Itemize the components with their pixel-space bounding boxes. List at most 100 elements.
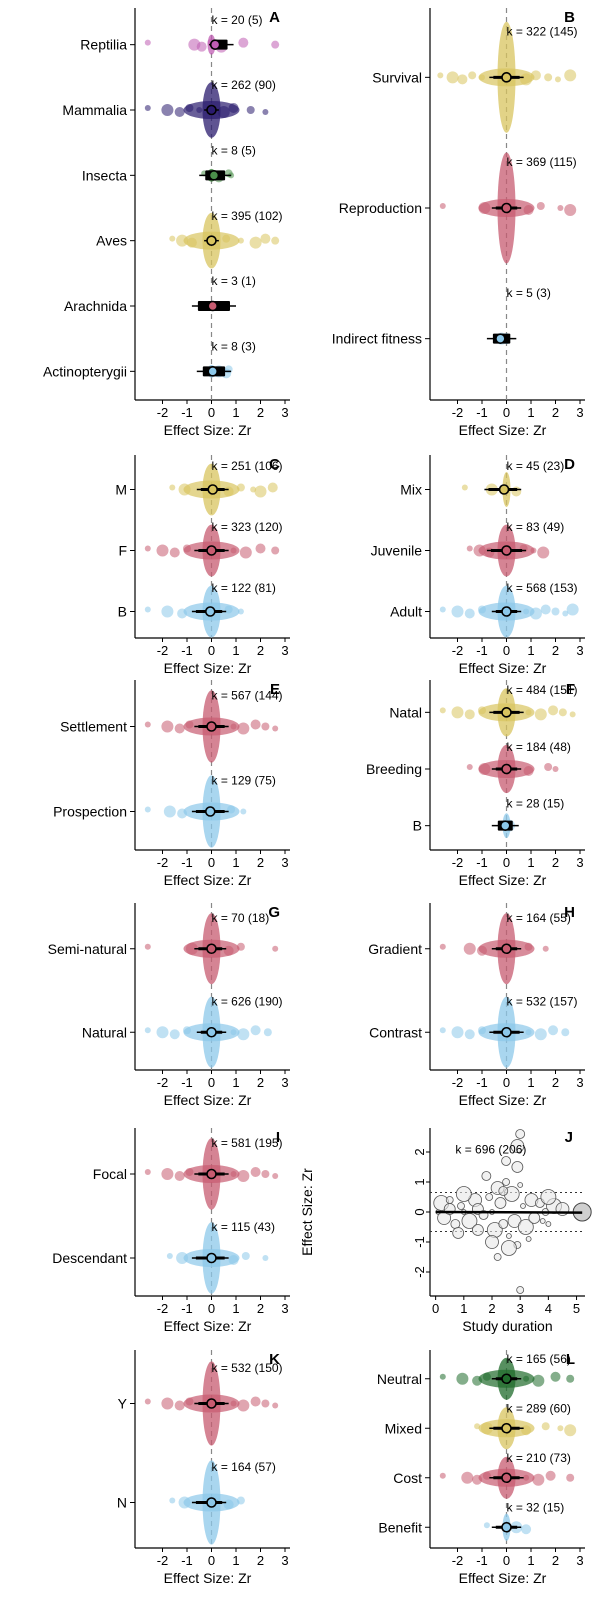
panel-f: -2 -1 0 1 2 3 Effect Size: Zr F Natal k = 484 (15…	[366, 680, 585, 888]
effect-size-point	[230, 1400, 237, 1407]
k-label: k = 532 (150)	[212, 1361, 283, 1375]
mean-estimate	[206, 1168, 217, 1180]
panel-g: -2 -1 0 1 2 3 Effect Size: Zr G Semi-natural k = …	[48, 903, 290, 1108]
k-label: k = 567 (144)	[212, 688, 283, 702]
x-tick-label: 2	[257, 1075, 264, 1090]
effect-size-point	[564, 1424, 577, 1437]
effect-size-point	[174, 1400, 185, 1411]
data-point	[498, 1186, 509, 1196]
x-tick-label: 3	[281, 405, 288, 420]
effect-size-point	[185, 720, 194, 729]
k-label: k = 83 (49)	[507, 520, 565, 534]
effect-size-point	[557, 205, 564, 211]
category-mixed: Mixed k = 289 (60)	[385, 1401, 577, 1450]
category-label: Arachnida	[64, 298, 127, 314]
effect-size-point	[464, 608, 475, 619]
x-tick-label: 3	[517, 1301, 524, 1316]
data-point	[540, 1189, 557, 1205]
x-tick-label: 1	[527, 643, 534, 658]
effect-size-point	[169, 1029, 180, 1040]
panel-letter: F	[566, 681, 575, 698]
x-tick-label: 0	[503, 855, 510, 870]
x-tick-label: -1	[181, 1301, 193, 1316]
x-tick-label: -1	[181, 405, 193, 420]
effect-size-point	[532, 1473, 545, 1486]
category-label: Settlement	[60, 719, 127, 735]
x-axis-label: Effect Size: Zr	[459, 422, 547, 438]
x-tick-label: 0	[432, 1301, 439, 1316]
x-tick-label: -1	[181, 643, 193, 658]
data-point	[506, 1233, 512, 1239]
x-tick-label: 2	[552, 1075, 559, 1090]
effect-size-point	[144, 1398, 151, 1405]
effect-size-point	[185, 1397, 194, 1406]
x-axis-label: Effect Size: Zr	[459, 1570, 547, 1586]
data-point	[452, 1227, 465, 1239]
mean-estimate	[501, 1026, 512, 1038]
x-tick-label: 0	[503, 1075, 510, 1090]
effect-size-point	[237, 1170, 250, 1182]
effect-size-point	[271, 40, 280, 49]
effect-size-point	[246, 106, 255, 114]
mean-estimate	[207, 300, 219, 312]
effect-size-point	[529, 607, 542, 620]
regression-line	[435, 1210, 583, 1214]
effect-size-point	[223, 486, 234, 497]
panel-letter: E	[270, 681, 280, 698]
x-tick-label: 3	[576, 1553, 583, 1568]
x-tick-label: 0	[208, 405, 215, 420]
category-label: M	[115, 482, 127, 498]
panel-h: -2 -1 0 1 2 3 Effect Size: Zr H Gradient k = 164 …	[368, 903, 585, 1108]
x-tick-label: 2	[257, 1301, 264, 1316]
x-tick-label: 0	[208, 1075, 215, 1090]
category-label: Aves	[96, 233, 127, 249]
effect-size-point	[250, 1025, 261, 1036]
x-tick-label: -2	[157, 643, 169, 658]
effect-size-point	[523, 608, 530, 615]
category-survival: Survival k = 322 (145)	[372, 21, 578, 133]
category-label: Cost	[393, 1470, 422, 1486]
category-actinopterygii: Actinopterygii k = 8 (3)	[43, 339, 256, 379]
k-label: k = 5 (3)	[507, 286, 551, 300]
effect-size-point	[544, 73, 553, 82]
effect-size-point	[534, 1028, 547, 1041]
x-tick-label: 1	[232, 1301, 239, 1316]
category-b: Bk = 122 (81)	[118, 581, 276, 638]
data-point	[501, 1240, 517, 1256]
mean-estimate	[499, 820, 511, 831]
x-tick-label: -1	[476, 1553, 488, 1568]
x-tick-label: 0	[503, 643, 510, 658]
effect-size-point	[222, 234, 231, 243]
x-tick-label: -2	[157, 1553, 169, 1568]
effect-size-point	[271, 546, 280, 555]
panel-i: -2 -1 0 1 2 3 Effect Size: Zr I Focal k = 581 (19…	[52, 1128, 290, 1334]
effect-size-point	[230, 547, 237, 554]
x-tick-label: 2	[552, 1553, 559, 1568]
x-tick-label: 3	[281, 1075, 288, 1090]
mean-estimate	[501, 1472, 512, 1484]
effect-size-point	[144, 606, 151, 613]
effect-size-point	[540, 604, 551, 615]
effect-size-point	[523, 1375, 530, 1382]
effect-size-point	[439, 203, 446, 209]
effect-size-point	[177, 808, 188, 819]
effect-size-point	[166, 1253, 173, 1259]
effect-size-point	[272, 1173, 279, 1179]
category-mammalia: Mammalia k = 262 (90)	[62, 78, 276, 138]
effect-size-point	[446, 71, 459, 84]
category-adult: Adult k = 568 (153)	[390, 581, 579, 638]
effect-size-point	[530, 70, 541, 81]
x-tick-label: -2	[452, 855, 464, 870]
category-aves: Aves k = 395 (102)	[96, 209, 283, 269]
category-natal: Natal k = 484 (151)	[389, 683, 578, 737]
x-axis-label: Effect Size: Zr	[164, 660, 252, 676]
mean-estimate	[207, 366, 219, 377]
effect-size-point	[174, 723, 185, 734]
effect-size-point	[439, 707, 446, 714]
x-tick-label: 0	[208, 1553, 215, 1568]
x-tick-label: -1	[476, 643, 488, 658]
category-label: Natural	[82, 1024, 127, 1040]
x-tick-label: 3	[576, 1075, 583, 1090]
